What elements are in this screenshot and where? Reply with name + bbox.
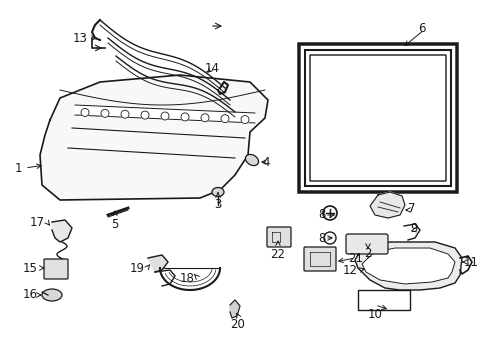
Text: 12: 12 — [342, 264, 357, 276]
Polygon shape — [369, 192, 404, 218]
FancyBboxPatch shape — [44, 259, 68, 279]
Polygon shape — [52, 220, 72, 242]
Text: 18: 18 — [180, 271, 195, 284]
Text: 4: 4 — [262, 156, 269, 168]
Bar — [357, 290, 409, 310]
Polygon shape — [148, 255, 168, 272]
Text: 13: 13 — [73, 31, 88, 45]
Text: 14: 14 — [204, 62, 220, 75]
Text: 19: 19 — [130, 261, 145, 274]
FancyBboxPatch shape — [266, 227, 290, 247]
FancyBboxPatch shape — [346, 234, 387, 254]
Text: 20: 20 — [230, 318, 245, 331]
Circle shape — [323, 206, 336, 220]
Ellipse shape — [245, 154, 258, 166]
Circle shape — [141, 111, 149, 119]
Text: 15: 15 — [23, 261, 38, 274]
Text: 8: 8 — [317, 231, 325, 244]
Polygon shape — [354, 242, 461, 290]
FancyBboxPatch shape — [304, 247, 335, 271]
Text: 10: 10 — [367, 308, 382, 321]
Circle shape — [161, 112, 169, 120]
Ellipse shape — [212, 188, 224, 197]
Text: 21: 21 — [347, 252, 362, 265]
Circle shape — [121, 110, 129, 118]
Polygon shape — [40, 75, 267, 200]
Circle shape — [221, 115, 228, 123]
Circle shape — [181, 113, 189, 121]
Circle shape — [241, 116, 248, 123]
Circle shape — [101, 109, 109, 117]
Polygon shape — [229, 300, 240, 318]
Text: 11: 11 — [463, 256, 478, 269]
Ellipse shape — [42, 289, 62, 301]
Polygon shape — [361, 248, 454, 284]
Text: 5: 5 — [111, 218, 119, 231]
Text: 2: 2 — [364, 247, 371, 260]
Text: 3: 3 — [214, 198, 221, 211]
Circle shape — [201, 114, 208, 122]
Text: 8: 8 — [317, 208, 325, 221]
Text: 6: 6 — [417, 22, 425, 35]
Text: 1: 1 — [15, 162, 22, 175]
Text: 7: 7 — [407, 202, 415, 215]
Text: 16: 16 — [23, 288, 38, 302]
Text: 9: 9 — [409, 221, 417, 234]
Text: 22: 22 — [270, 248, 285, 261]
Circle shape — [324, 232, 335, 244]
Circle shape — [81, 108, 89, 116]
Text: 17: 17 — [30, 216, 45, 229]
